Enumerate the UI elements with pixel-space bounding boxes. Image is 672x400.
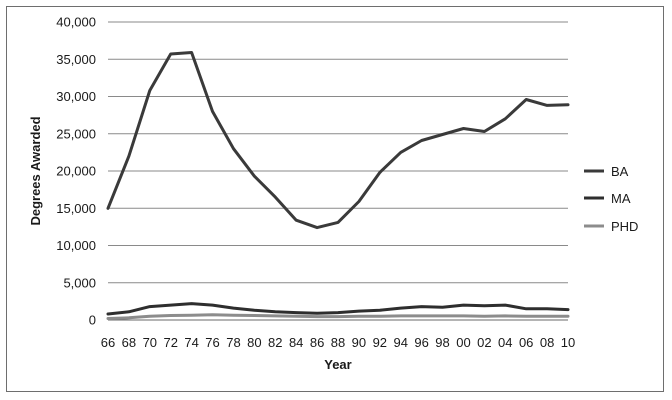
x-axis-ticks: 66 68 70 72 74 76 78 80 82 84 86 88 90 92 94 96 98 00 02 04…: [101, 335, 575, 350]
x-tick-label: 88: [331, 335, 345, 350]
y-tick-label: 5,000: [63, 275, 96, 290]
x-tick-label: 72: [163, 335, 177, 350]
series-line-ma: [106, 302, 570, 316]
series-line-phd: [106, 313, 570, 320]
x-tick-label: 80: [247, 335, 261, 350]
x-tick-label: 78: [226, 335, 240, 350]
x-tick-label: 76: [205, 335, 219, 350]
y-axis-title: Degrees Awarded: [28, 116, 43, 225]
gridlines: [108, 21, 568, 321]
x-tick-label: 74: [184, 335, 198, 350]
x-tick-label: 90: [352, 335, 366, 350]
series-line-ba: [106, 51, 570, 230]
y-tick-label: 25,000: [56, 126, 96, 141]
x-tick-label: 10: [561, 335, 575, 350]
legend: BA MA PHD: [584, 164, 638, 234]
x-tick-label: 02: [477, 335, 491, 350]
legend-label-ba: BA: [611, 164, 629, 179]
x-tick-label: 08: [540, 335, 554, 350]
x-tick-label: 96: [414, 335, 428, 350]
y-tick-label: 35,000: [56, 52, 96, 67]
chart-frame: [6, 6, 664, 392]
x-tick-label: 86: [310, 335, 324, 350]
x-tick-label: 70: [143, 335, 157, 350]
y-axis-ticks: 0 5,000 10,000 15,000 20,000 25,000 30,000 35,0…: [56, 15, 96, 328]
x-tick-label: 66: [101, 335, 115, 350]
series-lines: [106, 51, 570, 320]
y-tick-label: 40,000: [56, 15, 96, 30]
y-tick-label: 10,000: [56, 238, 96, 253]
y-tick-label: 30,000: [56, 89, 96, 104]
legend-label-ma: MA: [611, 191, 631, 206]
x-tick-label: 82: [268, 335, 282, 350]
x-tick-label: 84: [289, 335, 303, 350]
y-tick-label: 20,000: [56, 164, 96, 179]
x-tick-label: 00: [456, 335, 470, 350]
x-tick-label: 92: [373, 335, 387, 350]
x-tick-label: 04: [498, 335, 512, 350]
x-tick-label: 94: [393, 335, 407, 350]
y-tick-label: 0: [89, 313, 96, 328]
legend-label-phd: PHD: [611, 219, 638, 234]
x-axis-title: Year: [324, 357, 351, 372]
x-tick-label: 98: [435, 335, 449, 350]
x-tick-label: 06: [519, 335, 533, 350]
x-tick-label: 68: [122, 335, 136, 350]
y-tick-label: 15,000: [56, 201, 96, 216]
